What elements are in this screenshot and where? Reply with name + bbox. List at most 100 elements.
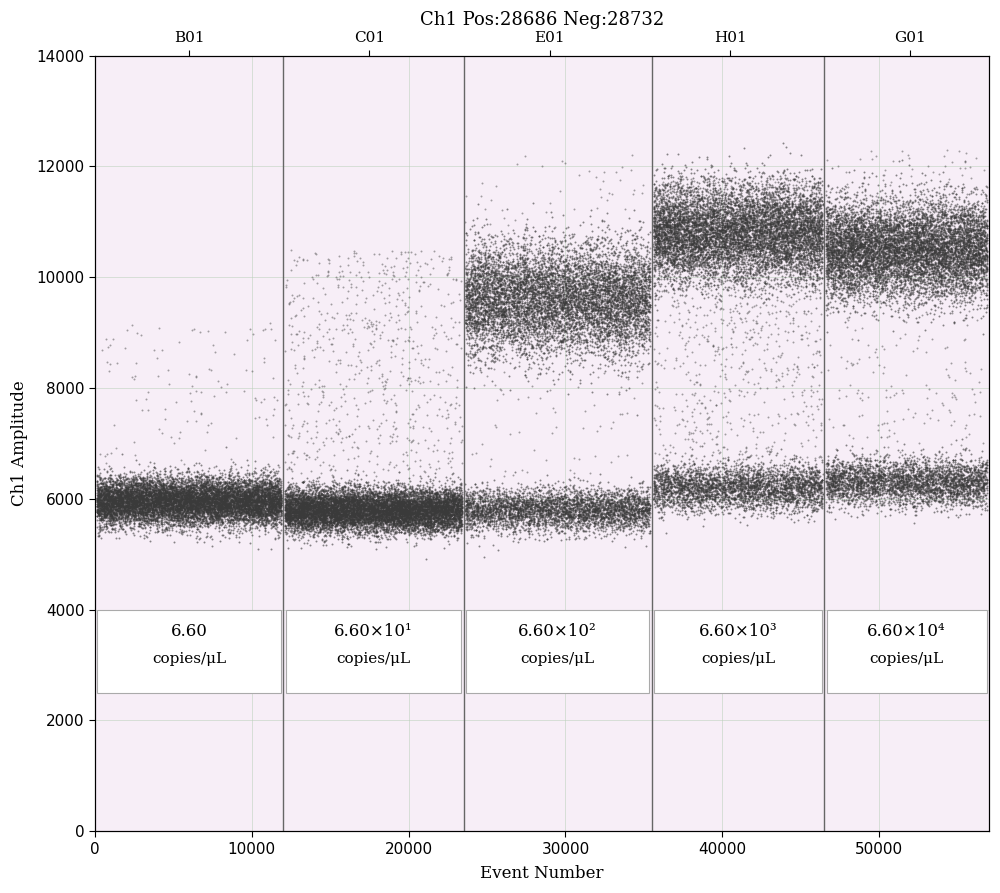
Point: [335, 381, 351, 396]
Point: [602, 311, 618, 325]
Point: [876, 342, 892, 356]
Point: [854, 278, 870, 292]
Point: [877, 475, 893, 489]
Point: [428, 504, 444, 518]
Point: [580, 258, 596, 272]
Point: [477, 303, 493, 317]
Point: [917, 236, 933, 250]
Point: [737, 477, 753, 491]
Point: [713, 223, 729, 238]
Point: [119, 492, 135, 506]
Point: [118, 482, 134, 497]
Point: [959, 243, 975, 257]
Point: [841, 201, 857, 215]
Point: [103, 493, 119, 507]
Point: [451, 488, 467, 502]
Point: [284, 320, 300, 334]
Point: [487, 496, 503, 510]
Point: [489, 502, 505, 516]
Point: [574, 280, 590, 295]
Point: [860, 251, 876, 265]
Point: [665, 230, 681, 244]
Point: [298, 521, 314, 535]
Point: [624, 271, 640, 286]
Point: [876, 232, 892, 246]
Point: [420, 520, 436, 534]
Point: [506, 494, 522, 508]
Point: [577, 499, 593, 513]
Point: [587, 264, 603, 279]
Point: [315, 280, 331, 295]
Point: [345, 512, 361, 526]
Point: [656, 489, 672, 504]
Point: [687, 214, 703, 229]
Point: [254, 480, 270, 495]
Point: [828, 466, 844, 480]
Point: [889, 271, 905, 286]
Point: [288, 484, 304, 498]
Point: [391, 495, 407, 509]
Point: [114, 498, 130, 513]
Point: [420, 360, 436, 374]
Point: [797, 488, 813, 503]
Point: [452, 519, 468, 533]
Point: [722, 248, 738, 263]
Point: [808, 475, 824, 489]
Point: [525, 253, 541, 267]
Point: [169, 488, 185, 502]
Point: [549, 320, 565, 334]
Point: [363, 363, 379, 377]
Point: [377, 494, 393, 508]
Point: [137, 483, 153, 497]
Point: [563, 292, 579, 306]
Point: [640, 259, 656, 273]
Point: [287, 505, 303, 520]
Point: [841, 236, 857, 250]
Point: [281, 502, 297, 516]
Point: [708, 230, 724, 245]
Point: [228, 481, 244, 496]
Point: [642, 282, 658, 296]
Point: [155, 501, 171, 515]
Point: [395, 520, 411, 534]
Point: [673, 227, 689, 241]
Point: [441, 517, 457, 531]
Point: [413, 487, 429, 501]
Point: [540, 505, 556, 520]
Point: [391, 515, 407, 530]
Point: [501, 237, 517, 251]
Point: [208, 507, 224, 522]
Point: [769, 244, 785, 258]
Point: [175, 490, 191, 505]
Point: [467, 274, 483, 288]
Point: [949, 224, 965, 238]
Point: [874, 268, 890, 282]
Point: [806, 471, 822, 485]
Point: [787, 204, 803, 218]
Point: [769, 181, 785, 196]
Point: [738, 230, 754, 244]
Point: [95, 491, 111, 505]
Point: [878, 244, 894, 258]
Point: [316, 488, 332, 503]
Point: [419, 513, 435, 528]
Point: [360, 508, 376, 522]
Point: [761, 286, 777, 300]
Point: [523, 328, 539, 342]
Point: [504, 327, 520, 341]
Point: [446, 491, 462, 505]
Point: [552, 305, 568, 319]
Point: [579, 304, 595, 318]
Point: [351, 499, 367, 513]
Point: [528, 266, 544, 280]
Point: [206, 505, 222, 519]
Point: [760, 204, 776, 218]
Point: [183, 511, 199, 525]
Point: [338, 488, 354, 503]
Point: [550, 279, 566, 293]
Point: [909, 227, 925, 241]
Point: [458, 488, 474, 502]
Point: [839, 283, 855, 297]
Point: [210, 482, 226, 497]
Point: [716, 471, 732, 485]
